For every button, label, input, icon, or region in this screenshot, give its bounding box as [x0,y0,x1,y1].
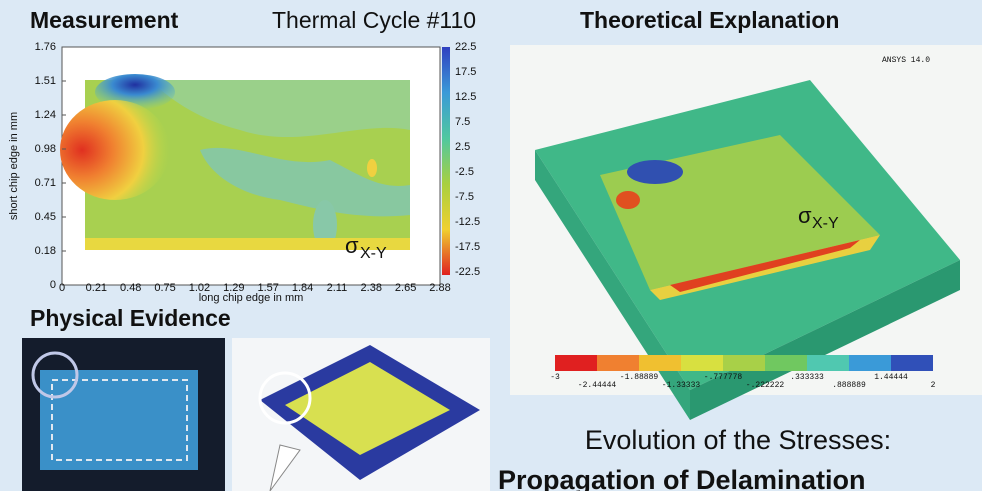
colorbar-label: 2.5 [455,141,470,153]
heading: Measurement [30,7,179,33]
stress-subscript: X-Y [812,215,839,232]
y-tick-label: 1.24 [35,109,56,121]
x-tick-label: 1.02 [189,282,210,294]
colorbar-label: 12.5 [455,91,476,103]
highlight [258,371,312,425]
package-side [690,260,960,420]
axis-label: short chip edge in mm [8,112,20,220]
legend-label: -3 [550,373,560,382]
colorbar [442,47,450,275]
legend-label: -1.88889 [620,373,659,382]
contour-plot: σ X-Y short chip edge in mm long chip ed… [8,41,480,304]
legend-swatch [807,355,849,371]
legend-swatch [723,355,765,371]
x-tick-label: 2.88 [429,282,450,294]
highlight [31,351,79,399]
legend-swatch [765,355,807,371]
stress-symbol: σ [345,233,359,258]
heading: Thermal Cycle #110 [272,7,476,33]
legend-swatch [681,355,723,371]
heading: Theoretical Explanation [580,7,839,33]
colorbar-label: -2.5 [455,166,474,178]
stress-region [313,200,337,250]
x-tick-label: 1.57 [257,282,278,294]
x-tick-label: 2.65 [395,282,416,294]
stress-symbol: σ [798,203,812,228]
colorbar-label: -12.5 [455,216,480,228]
x-tick-label: 2.11 [327,282,348,294]
legend-label: -.777778 [704,373,743,382]
x-tick-label: 1.84 [292,282,313,294]
colorbar-label: 17.5 [455,66,476,78]
conclusion: Evolution of the Stresses: [585,425,891,455]
axis-label: long chip edge in mm [199,292,304,304]
legend-label: -1.33333 [662,381,701,390]
stress-subscript: X-Y [360,245,387,262]
x-tick-label: 0 [59,282,65,294]
y-tick-label: 1.51 [35,75,56,87]
colorbar-label: 7.5 [455,116,470,128]
model-image [232,338,490,491]
legend-swatch [639,355,681,371]
legend-swatch [891,355,933,371]
chip [285,362,450,455]
y-tick-label: 0.98 [35,143,56,155]
stress-spot [616,191,640,209]
x-tick-label: 2.38 [361,282,382,294]
legend-label: 1.44444 [874,373,908,382]
chip-edge [670,240,860,292]
info: ANSYS 14.0 [882,56,930,65]
legend-label: .333333 [790,373,824,382]
stress-spot [627,160,683,184]
x-tick-label: 0.48 [120,282,141,294]
stress-region [367,159,377,177]
outline [51,379,188,461]
y-tick-label: 0.45 [35,211,56,223]
x-tick-label: 0.75 [154,282,175,294]
stress-region [60,100,170,200]
colorbar-label: -17.5 [455,241,480,253]
legend-label: -.222222 [746,381,785,390]
simulation-image: σ X-Y ANSYS 14.0 -3 -2.44444-1.88889-1.33… [510,45,982,420]
colorbar-label: 22.5 [455,41,476,53]
photo [22,338,225,491]
y-tick-label: 0.18 [35,245,56,257]
stress-region [85,238,410,250]
legend-label: -2.44444 [578,381,617,390]
y-tick-label: 0.71 [35,177,56,189]
legend-swatch [597,355,639,371]
arrow [269,444,301,491]
x-tick-label: 1.29 [223,282,244,294]
legend-swatch [555,355,597,371]
colorbar-label: -7.5 [455,191,474,203]
stress-region [200,147,410,217]
legend-swatch [849,355,891,371]
heading: Physical Evidence [30,305,231,331]
y-tick-label: 1.76 [35,41,56,53]
x-tick-label: 0.21 [86,282,107,294]
die [40,370,198,470]
legend-label: 2 [931,381,936,390]
conclusion: Propagation of Delamination [498,465,866,491]
y-tick-label: 0 [50,279,56,291]
colorbar-label: -22.5 [455,266,480,278]
package-side [535,150,690,420]
legend-label: .888889 [832,381,866,390]
legend: -3 -2.44444-1.88889-1.33333-.777778-.2222… [550,355,936,390]
